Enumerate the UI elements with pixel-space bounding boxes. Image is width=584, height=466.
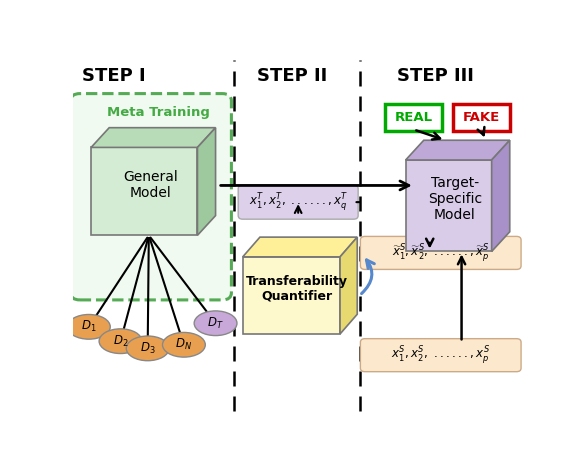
- Text: STEP II: STEP II: [258, 67, 328, 85]
- FancyBboxPatch shape: [360, 339, 521, 372]
- Polygon shape: [406, 160, 492, 252]
- Text: STEP III: STEP III: [397, 67, 474, 85]
- Polygon shape: [243, 237, 357, 257]
- Text: REAL: REAL: [395, 111, 433, 124]
- Text: $D_1$: $D_1$: [81, 319, 96, 335]
- FancyBboxPatch shape: [360, 236, 521, 269]
- Ellipse shape: [194, 311, 237, 336]
- FancyBboxPatch shape: [385, 104, 442, 131]
- Text: Target-
Specific
Model: Target- Specific Model: [427, 176, 482, 222]
- Polygon shape: [91, 128, 215, 147]
- Ellipse shape: [99, 329, 142, 354]
- Text: General
Model: General Model: [123, 170, 178, 200]
- Polygon shape: [91, 147, 197, 235]
- Text: $D_3$: $D_3$: [140, 341, 155, 356]
- Polygon shape: [197, 128, 215, 235]
- Polygon shape: [406, 140, 510, 160]
- Ellipse shape: [67, 315, 110, 339]
- Text: Transferability
Quantifier: Transferability Quantifier: [246, 275, 348, 303]
- Text: $D_N$: $D_N$: [175, 337, 192, 352]
- Ellipse shape: [162, 332, 206, 357]
- FancyBboxPatch shape: [453, 104, 510, 131]
- Text: Meta Training: Meta Training: [107, 106, 210, 119]
- FancyBboxPatch shape: [238, 185, 358, 219]
- Text: $D_T$: $D_T$: [207, 315, 224, 331]
- Text: $x_1^T, x_2^T,\ ......, x_q^T$: $x_1^T, x_2^T,\ ......, x_q^T$: [249, 191, 348, 213]
- FancyBboxPatch shape: [71, 94, 231, 300]
- Ellipse shape: [126, 336, 169, 361]
- Polygon shape: [340, 237, 357, 334]
- Text: STEP I: STEP I: [82, 67, 145, 85]
- Polygon shape: [243, 257, 340, 334]
- Text: $\widetilde{x}_1^S,\widetilde{x}_2^S,\ ......,\widetilde{x}_p^S$: $\widetilde{x}_1^S,\widetilde{x}_2^S,\ .…: [392, 242, 489, 264]
- Text: FAKE: FAKE: [463, 111, 500, 124]
- Text: $x_1^S, x_2^S,\ ......, x_p^S$: $x_1^S, x_2^S,\ ......, x_p^S$: [391, 344, 490, 366]
- Polygon shape: [492, 140, 510, 252]
- Text: $D_2$: $D_2$: [113, 334, 128, 349]
